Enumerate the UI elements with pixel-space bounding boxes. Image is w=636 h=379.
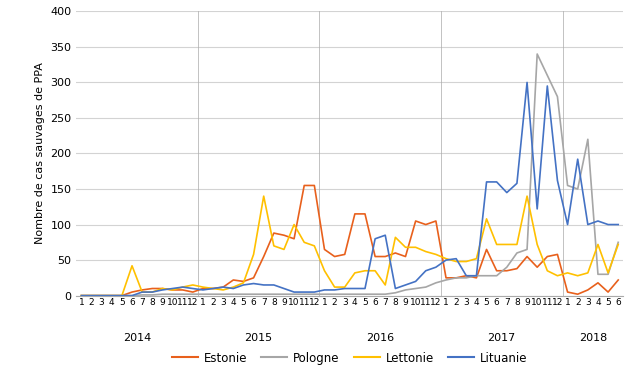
Y-axis label: Nombre de cas sauvages de PPA: Nombre de cas sauvages de PPA <box>35 63 45 244</box>
Text: 2018: 2018 <box>579 333 607 343</box>
Text: 2017: 2017 <box>488 333 516 343</box>
Text: 2015: 2015 <box>245 333 273 343</box>
Text: 2014: 2014 <box>123 333 151 343</box>
Text: 2016: 2016 <box>366 333 394 343</box>
Legend: Estonie, Pologne, Lettonie, Lituanie: Estonie, Pologne, Lettonie, Lituanie <box>167 347 532 369</box>
